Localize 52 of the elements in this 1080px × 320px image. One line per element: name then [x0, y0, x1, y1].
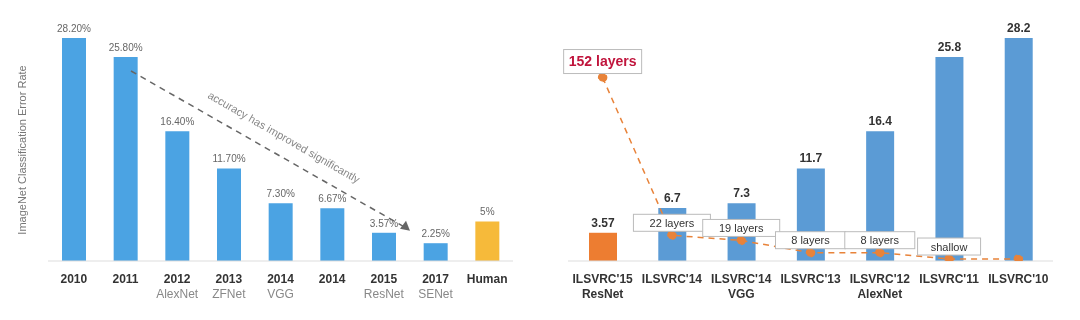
- x-tick-label: Human: [466, 272, 508, 286]
- data-label: 5%: [480, 206, 495, 218]
- x-tick-label: ILSVRC'15 ResNet: [572, 272, 634, 301]
- bar: [268, 203, 293, 261]
- data-label: 3.57: [591, 215, 615, 230]
- annotation: 8 layers: [791, 234, 831, 247]
- point: [944, 254, 954, 261]
- x-tick-label: ILSVRC'13: [780, 272, 841, 286]
- bar: [372, 232, 396, 261]
- x-tick-label: ILSVRC'14: [641, 272, 703, 286]
- x-tick-label: 2017 SENet: [418, 272, 454, 301]
- data-label: 6.7: [663, 191, 681, 206]
- data-label: 2.25%: [421, 228, 450, 240]
- x-tick-label: 2011: [112, 272, 139, 286]
- x-tick-label: ILSVRC'11: [919, 272, 980, 286]
- data-label: 25.8: [937, 39, 962, 54]
- bar: [589, 232, 617, 261]
- data-label: 28.2: [1007, 21, 1031, 35]
- x-tick-label: ILSVRC'14 VGG: [711, 272, 772, 301]
- data-label: 7.3: [733, 186, 751, 201]
- x-tick-label: 2010: [60, 272, 88, 286]
- x-tick-label: 2014 VGG: [267, 272, 295, 301]
- data-label: 6.67%: [318, 193, 347, 205]
- data-label: 3.57%: [369, 217, 399, 229]
- data-label: 11.70%: [212, 153, 246, 165]
- y-axis-title: ImageNet Classification Error Rate: [16, 64, 28, 235]
- data-label: 25.80%: [108, 41, 143, 53]
- data-label: 7.30%: [266, 188, 295, 200]
- bar: [62, 38, 86, 261]
- annotation: 8 layers: [860, 234, 900, 247]
- bar: [475, 221, 500, 261]
- annotation: 22 layers: [649, 216, 695, 229]
- data-label: 16.4: [868, 114, 893, 129]
- bar: [423, 243, 448, 261]
- bar: [113, 56, 138, 261]
- data-label: 16.40%: [160, 116, 195, 128]
- x-tick-label: 2015 ResNet: [363, 272, 405, 301]
- x-tick-label: 2012 AlexNet: [156, 272, 199, 301]
- annotation: 19 layers: [718, 221, 765, 234]
- x-tick-label: ILSVRC'12 AlexNet: [849, 272, 911, 301]
- data-label: 11.7: [799, 151, 823, 166]
- point: [667, 230, 677, 241]
- x-tick-label: 2014: [318, 272, 346, 286]
- bar: [217, 168, 241, 261]
- annotation: 152 layers: [568, 52, 637, 69]
- bar: [165, 131, 190, 261]
- x-tick-label: 2013 ZFNet: [212, 272, 247, 301]
- data-label: 28.20%: [57, 23, 92, 34]
- x-tick-label: ILSVRC'10: [988, 272, 1049, 286]
- bar: [1004, 38, 1033, 261]
- bar: [320, 208, 345, 261]
- annotation: shallow: [930, 240, 968, 253]
